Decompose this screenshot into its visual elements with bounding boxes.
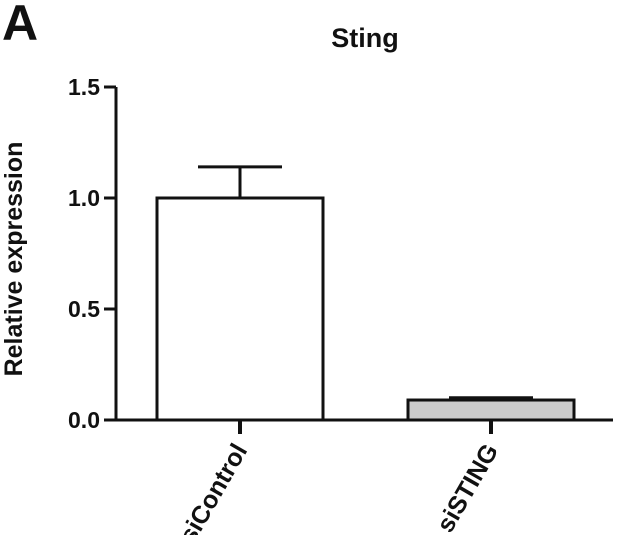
x-ticks-group: siControl siSTING (174, 420, 504, 535)
chart-title: Sting (331, 23, 399, 53)
x-tick-label-sisting: siSTING (431, 439, 504, 535)
bars-group (155, 196, 576, 422)
bar-sicontrol (155, 196, 325, 422)
y-tick-label: 1.5 (68, 74, 100, 100)
y-tick-label: 1.0 (68, 185, 100, 211)
bar-sisting (406, 398, 576, 422)
panel-label: A (2, 0, 38, 51)
y-ticks-group: 0.0 0.5 1.0 1.5 (68, 74, 116, 433)
y-tick-label: 0.0 (68, 407, 100, 433)
error-bars-group (198, 165, 533, 401)
y-tick-label: 0.5 (68, 296, 100, 322)
x-tick-label-sicontrol: siControl (174, 439, 253, 535)
y-axis-label: Relative expression (0, 142, 28, 377)
